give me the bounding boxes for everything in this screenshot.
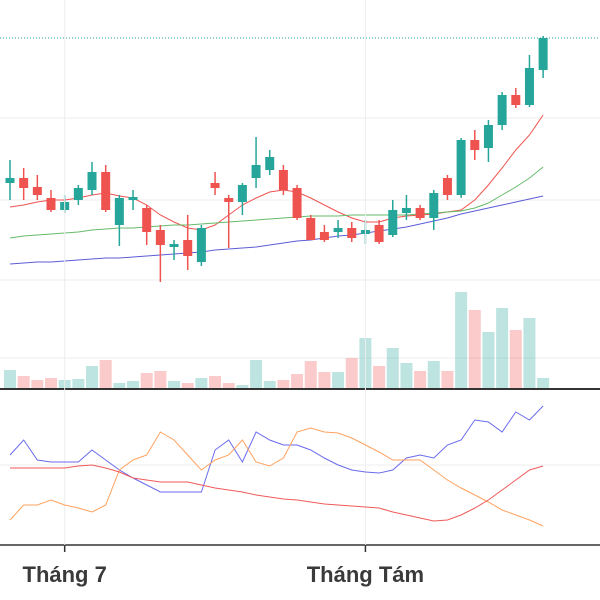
candle-body (128, 197, 138, 200)
volume-bar (427, 361, 440, 388)
volume-bar (455, 292, 468, 388)
volume-bar (441, 371, 454, 388)
candle-body (456, 140, 466, 195)
candle-body (442, 178, 452, 195)
x-tick-label: Tháng 7 (23, 562, 107, 587)
volume-bar (86, 366, 99, 388)
volume-bar (509, 330, 522, 388)
volume-bar (154, 371, 167, 388)
volume-bar (45, 378, 58, 388)
volume-bar (468, 310, 481, 388)
candle-body (347, 228, 357, 238)
candle-body (155, 230, 165, 245)
volume-bar (181, 383, 194, 388)
candle-body (46, 198, 56, 210)
x-tick-label: Tháng Tám (307, 562, 424, 587)
candle-body (511, 95, 521, 105)
volume-bar (99, 360, 112, 388)
volume-bar (277, 380, 290, 388)
volume-bar (318, 372, 331, 388)
indicator-line (9, 405, 544, 493)
candle-body (32, 187, 42, 195)
volume-bar (386, 348, 399, 388)
ma-line (9, 195, 544, 265)
candle-body (470, 140, 480, 150)
candle-body (251, 165, 261, 178)
candle-body (73, 188, 83, 200)
volume-bar (195, 378, 208, 388)
candle-body (169, 244, 179, 247)
volume-bar (414, 371, 427, 388)
volume-bar (72, 379, 85, 388)
candle-body (19, 178, 29, 188)
candle-body (497, 95, 507, 125)
candle-body (224, 198, 234, 202)
grid (0, 117, 600, 466)
indicator-line (10, 464, 544, 522)
candle-body (210, 183, 220, 188)
volume-bar (482, 332, 495, 388)
volume-bar (263, 381, 276, 388)
ma-line (9, 166, 544, 239)
candle-body (319, 232, 329, 240)
candle-body (333, 228, 343, 232)
volume-bar (250, 360, 263, 388)
volume-bar (400, 363, 413, 388)
volume-bar (373, 366, 386, 388)
volume-bar (236, 385, 249, 388)
candle-body (374, 225, 384, 242)
volume-bar (304, 361, 317, 388)
candle-body (5, 178, 15, 183)
candle-body (388, 210, 398, 235)
candle-body (415, 208, 425, 218)
volume-bar (113, 383, 126, 388)
indicator-line (9, 427, 544, 527)
volume-bar (496, 308, 509, 388)
candle-body (265, 157, 275, 170)
candle-body (538, 38, 548, 70)
volume-bar (291, 374, 304, 388)
volume-bar (523, 318, 536, 388)
candle-body (142, 208, 152, 232)
volume-bar (222, 383, 235, 388)
candle-body (401, 208, 411, 213)
candle-body (101, 172, 111, 210)
volume-bar (332, 372, 345, 388)
volume-bar (4, 370, 16, 388)
candle-body (237, 185, 247, 202)
volume-bar (345, 358, 358, 388)
volume-bar (17, 376, 30, 388)
candle-body (306, 218, 316, 240)
volume-bar (537, 378, 550, 388)
volume-bar (168, 381, 181, 388)
volume-bar (127, 381, 140, 388)
volume-bar (209, 376, 222, 388)
volume-bar (31, 380, 44, 388)
candle-body (87, 172, 97, 190)
candle-body (196, 228, 206, 262)
candle-body (183, 240, 193, 256)
candle-body (292, 188, 302, 218)
volume-bar (140, 373, 153, 388)
candle-body (429, 193, 439, 218)
candle-body (483, 125, 493, 148)
candle-body (278, 170, 288, 190)
candle-body (114, 198, 124, 225)
candle-body (524, 68, 534, 105)
